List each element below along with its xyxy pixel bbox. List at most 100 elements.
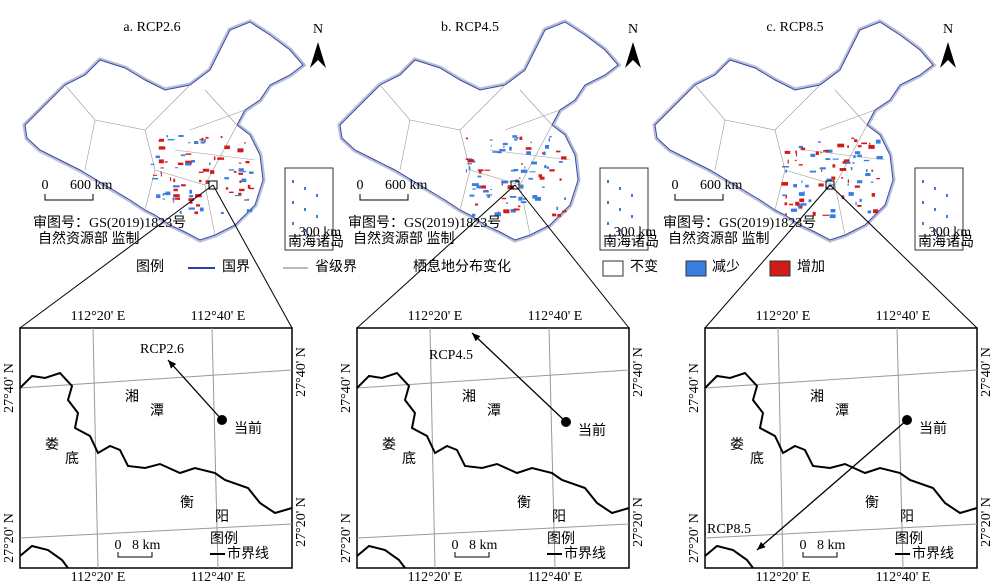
legend-increase: 增加 bbox=[797, 259, 825, 275]
habitat-patch bbox=[818, 183, 824, 187]
habitat-patch bbox=[156, 194, 161, 199]
place-label: 阳 bbox=[900, 509, 914, 525]
habitat-patch bbox=[785, 213, 787, 216]
habitat-patch bbox=[501, 197, 507, 200]
habitat-patch bbox=[812, 211, 816, 216]
province-line bbox=[189, 109, 246, 131]
inset-label: 南海诸岛 bbox=[288, 234, 344, 250]
habitat-patch bbox=[820, 169, 823, 172]
lat-tick-label: 27°40' N bbox=[339, 363, 354, 413]
place-label: 衡 bbox=[865, 495, 879, 511]
habitat-patch bbox=[787, 159, 789, 164]
review-number: 审图号：GS(2019)1823号 bbox=[663, 215, 816, 231]
habitat-patch bbox=[249, 187, 255, 190]
china-border bbox=[339, 21, 619, 241]
arrow-label: RCP8.5 bbox=[707, 522, 751, 537]
habitat-patch bbox=[159, 138, 165, 142]
habitat-patch bbox=[543, 151, 546, 156]
habitat-patch bbox=[472, 160, 476, 163]
habitat-patch bbox=[188, 207, 195, 210]
city-border bbox=[19, 371, 293, 515]
lat-tick-label: 27°40' N bbox=[631, 347, 646, 397]
habitat-patch bbox=[549, 169, 555, 172]
habitat-patch bbox=[854, 151, 861, 155]
habitat-patch bbox=[503, 209, 510, 214]
detail-scale-length: 8 km bbox=[132, 538, 161, 553]
lon-tick-label: 112°20' E bbox=[71, 309, 126, 324]
habitat-patch bbox=[194, 141, 199, 144]
habitat-patch bbox=[798, 164, 803, 166]
inset-island bbox=[292, 180, 294, 183]
habitat-patch bbox=[180, 184, 186, 187]
habitat-patch bbox=[237, 148, 244, 153]
lat-tick-label: 27°40' N bbox=[294, 347, 309, 397]
habitat-patch bbox=[465, 137, 469, 140]
overview-map bbox=[337, 19, 622, 243]
habitat-patch bbox=[506, 202, 509, 204]
north-label: N bbox=[943, 22, 953, 37]
detail-scale-zero: 0 bbox=[452, 538, 459, 553]
legend-decrease: 减少 bbox=[712, 259, 740, 275]
habitat-patch bbox=[494, 212, 501, 217]
lon-tick-label: 112°40' E bbox=[191, 570, 246, 585]
lat-tick-label: 27°20' N bbox=[339, 513, 354, 563]
inset-island bbox=[619, 208, 621, 211]
arrow-head bbox=[757, 541, 766, 550]
lon-tick-label: 112°40' E bbox=[191, 309, 246, 324]
inset-island bbox=[607, 201, 609, 204]
habitat-patch bbox=[799, 198, 805, 203]
habitat-patch bbox=[238, 162, 242, 164]
detail-scale-zero: 0 bbox=[115, 538, 122, 553]
place-label: 湘 bbox=[810, 389, 824, 405]
habitat-patch bbox=[805, 184, 809, 188]
china-border bbox=[24, 21, 304, 241]
province-line bbox=[204, 89, 238, 126]
habitat-patch bbox=[245, 160, 250, 164]
habitat-patch bbox=[484, 169, 491, 171]
habitat-patch bbox=[220, 136, 223, 139]
scale-bar bbox=[44, 194, 94, 201]
habitat-patch bbox=[510, 209, 516, 213]
province-line bbox=[774, 124, 868, 186]
inset-scale: 300 km bbox=[929, 225, 972, 240]
habitat-patch bbox=[523, 201, 526, 203]
habitat-patch bbox=[871, 169, 874, 172]
lat-tick-label: 27°20' N bbox=[631, 497, 646, 547]
habitat-patch bbox=[199, 207, 204, 212]
habitat-patch bbox=[152, 174, 158, 176]
habitat-patch bbox=[847, 145, 849, 148]
habitat-patch bbox=[196, 204, 201, 207]
habitat-patch bbox=[471, 213, 476, 217]
habitat-patch bbox=[867, 210, 872, 214]
habitat-patch bbox=[801, 180, 803, 184]
habitat-patch bbox=[199, 179, 202, 183]
habitat-patch bbox=[854, 185, 860, 188]
habitat-patch bbox=[490, 189, 492, 191]
habitat-patch bbox=[825, 149, 833, 153]
lon-tick-label: 112°20' E bbox=[71, 570, 126, 585]
habitat-patch bbox=[534, 196, 542, 201]
north-label: N bbox=[313, 22, 323, 37]
habitat-patch bbox=[512, 135, 518, 138]
connector bbox=[829, 184, 978, 329]
habitat-patch bbox=[822, 214, 830, 216]
habitat-patch bbox=[784, 202, 788, 206]
habitat-patch bbox=[847, 184, 849, 186]
habitat-patch bbox=[205, 136, 209, 139]
review-number: 审图号：GS(2019)1823号 bbox=[348, 215, 501, 231]
habitat-patch bbox=[189, 201, 193, 204]
habitat-patch bbox=[790, 208, 798, 212]
province-line bbox=[504, 109, 561, 131]
habitat-patch bbox=[785, 169, 788, 173]
detail-frame bbox=[19, 327, 293, 569]
lon-tick-label: 112°20' E bbox=[756, 309, 811, 324]
habitat-patch bbox=[476, 185, 482, 189]
inset-island bbox=[304, 229, 306, 232]
inset-island bbox=[304, 208, 306, 211]
habitat-patch bbox=[162, 198, 166, 200]
detail-frame bbox=[356, 327, 630, 569]
habitat-patch bbox=[158, 146, 166, 150]
habitat-patch bbox=[173, 194, 180, 197]
habitat-patch bbox=[875, 139, 881, 144]
